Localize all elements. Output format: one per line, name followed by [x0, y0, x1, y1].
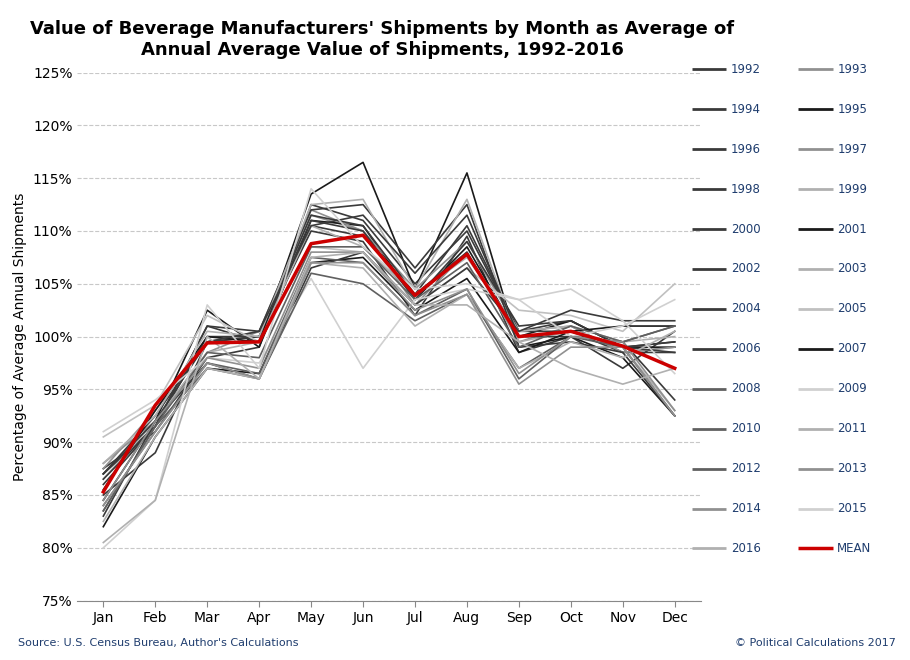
Text: 1999: 1999 — [837, 183, 867, 195]
Text: 2011: 2011 — [837, 422, 867, 435]
Text: 1993: 1993 — [837, 63, 867, 76]
Text: 1995: 1995 — [837, 103, 867, 115]
Text: MEAN: MEAN — [837, 542, 872, 555]
Text: 1997: 1997 — [837, 143, 867, 156]
Text: 2010: 2010 — [731, 422, 761, 435]
Y-axis label: Percentage of Average Annual Shipments: Percentage of Average Annual Shipments — [14, 193, 27, 480]
Text: 2013: 2013 — [837, 462, 867, 475]
Text: 2005: 2005 — [837, 302, 867, 315]
Text: 2003: 2003 — [837, 263, 867, 275]
Text: 2015: 2015 — [837, 502, 867, 515]
Text: 2000: 2000 — [731, 222, 761, 236]
Text: Value of Beverage Manufacturers' Shipments by Month as Average of
Annual Average: Value of Beverage Manufacturers' Shipmen… — [30, 20, 734, 59]
Text: 2007: 2007 — [837, 343, 867, 355]
Text: Source: U.S. Census Bureau, Author's Calculations: Source: U.S. Census Bureau, Author's Cal… — [18, 638, 298, 648]
Text: 2012: 2012 — [731, 462, 761, 475]
Text: 1992: 1992 — [731, 63, 761, 76]
Text: 2002: 2002 — [731, 263, 761, 275]
Text: 2009: 2009 — [837, 382, 867, 395]
Text: 1996: 1996 — [731, 143, 761, 156]
Text: 2014: 2014 — [731, 502, 761, 515]
Text: 2008: 2008 — [731, 382, 761, 395]
Text: © Political Calculations 2017: © Political Calculations 2017 — [735, 638, 896, 648]
Text: 2016: 2016 — [731, 542, 761, 555]
Text: 2004: 2004 — [731, 302, 761, 315]
Text: 2006: 2006 — [731, 343, 761, 355]
Text: 1998: 1998 — [731, 183, 761, 195]
Text: 2001: 2001 — [837, 222, 867, 236]
Text: 1994: 1994 — [731, 103, 761, 115]
